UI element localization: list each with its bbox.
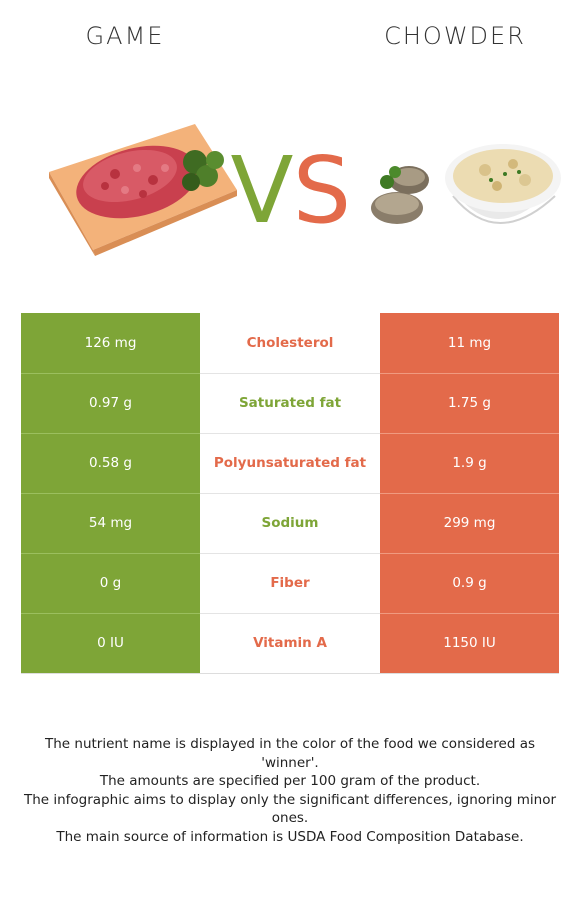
left-food-value: 0.97 g: [21, 373, 200, 434]
ground-meat-icon: [76, 145, 198, 219]
nutrient-comparison-table: 126 mg Cholesterol 11 mg 0.97 g Saturated fa…: [21, 313, 559, 674]
nutrient-name: Cholesterol: [200, 313, 380, 374]
right-food-value: 1150 IU: [380, 613, 559, 674]
nutrient-name: Polyunsaturated fat: [200, 433, 380, 494]
right-food-value: 0.9 g: [380, 553, 559, 614]
left-food-value: 0.58 g: [21, 433, 200, 494]
right-food-value: 299 mg: [380, 493, 559, 554]
ground-meat-image: [49, 124, 237, 256]
nutrient-name: Vitamin A: [200, 613, 380, 674]
left-food-value: 0 IU: [21, 613, 200, 674]
parsley-icon: [380, 166, 401, 189]
vs-v-letter: V: [231, 137, 294, 240]
table-row: 126 mg Cholesterol 11 mg: [21, 313, 559, 374]
table-row: 0.58 g Polyunsaturated fat 1.9 g: [21, 433, 559, 494]
table-row: 0.97 g Saturated fat 1.75 g: [21, 373, 559, 434]
left-food-title: GAME: [85, 22, 165, 50]
left-food-value: 0 g: [21, 553, 200, 614]
table-row: 54 mg Sodium 299 mg: [21, 493, 559, 554]
bowl-icon: [445, 144, 561, 224]
parsley-icon: [182, 150, 224, 191]
footnotes: The nutrient name is displayed in the co…: [15, 735, 565, 846]
vs-logo: V S: [231, 137, 352, 240]
nutrient-name: Fiber: [200, 553, 380, 614]
table-row: 0 g Fiber 0.9 g: [21, 553, 559, 614]
left-food-value: 54 mg: [21, 493, 200, 554]
clam-icon: [371, 166, 429, 224]
right-food-value: 11 mg: [380, 313, 559, 374]
nutrient-name: Saturated fat: [200, 373, 380, 434]
footnote: The main source of information is USDA F…: [56, 828, 524, 845]
vs-s-letter: S: [293, 137, 351, 240]
footnote: The amounts are specified per 100 gram o…: [99, 773, 481, 789]
right-food-title: CHOWDER: [384, 22, 526, 50]
footnote: The infographic aims to display only the…: [23, 791, 557, 827]
left-food-value: 126 mg: [21, 313, 200, 374]
right-food-value: 1.75 g: [380, 373, 559, 434]
footnote: The nutrient name is displayed in the co…: [44, 736, 536, 771]
right-food-value: 1.9 g: [380, 433, 559, 494]
chowder-image: [371, 144, 561, 224]
table-row: 0 IU Vitamin A 1150 IU: [21, 613, 559, 674]
nutrient-name: Sodium: [200, 493, 380, 554]
